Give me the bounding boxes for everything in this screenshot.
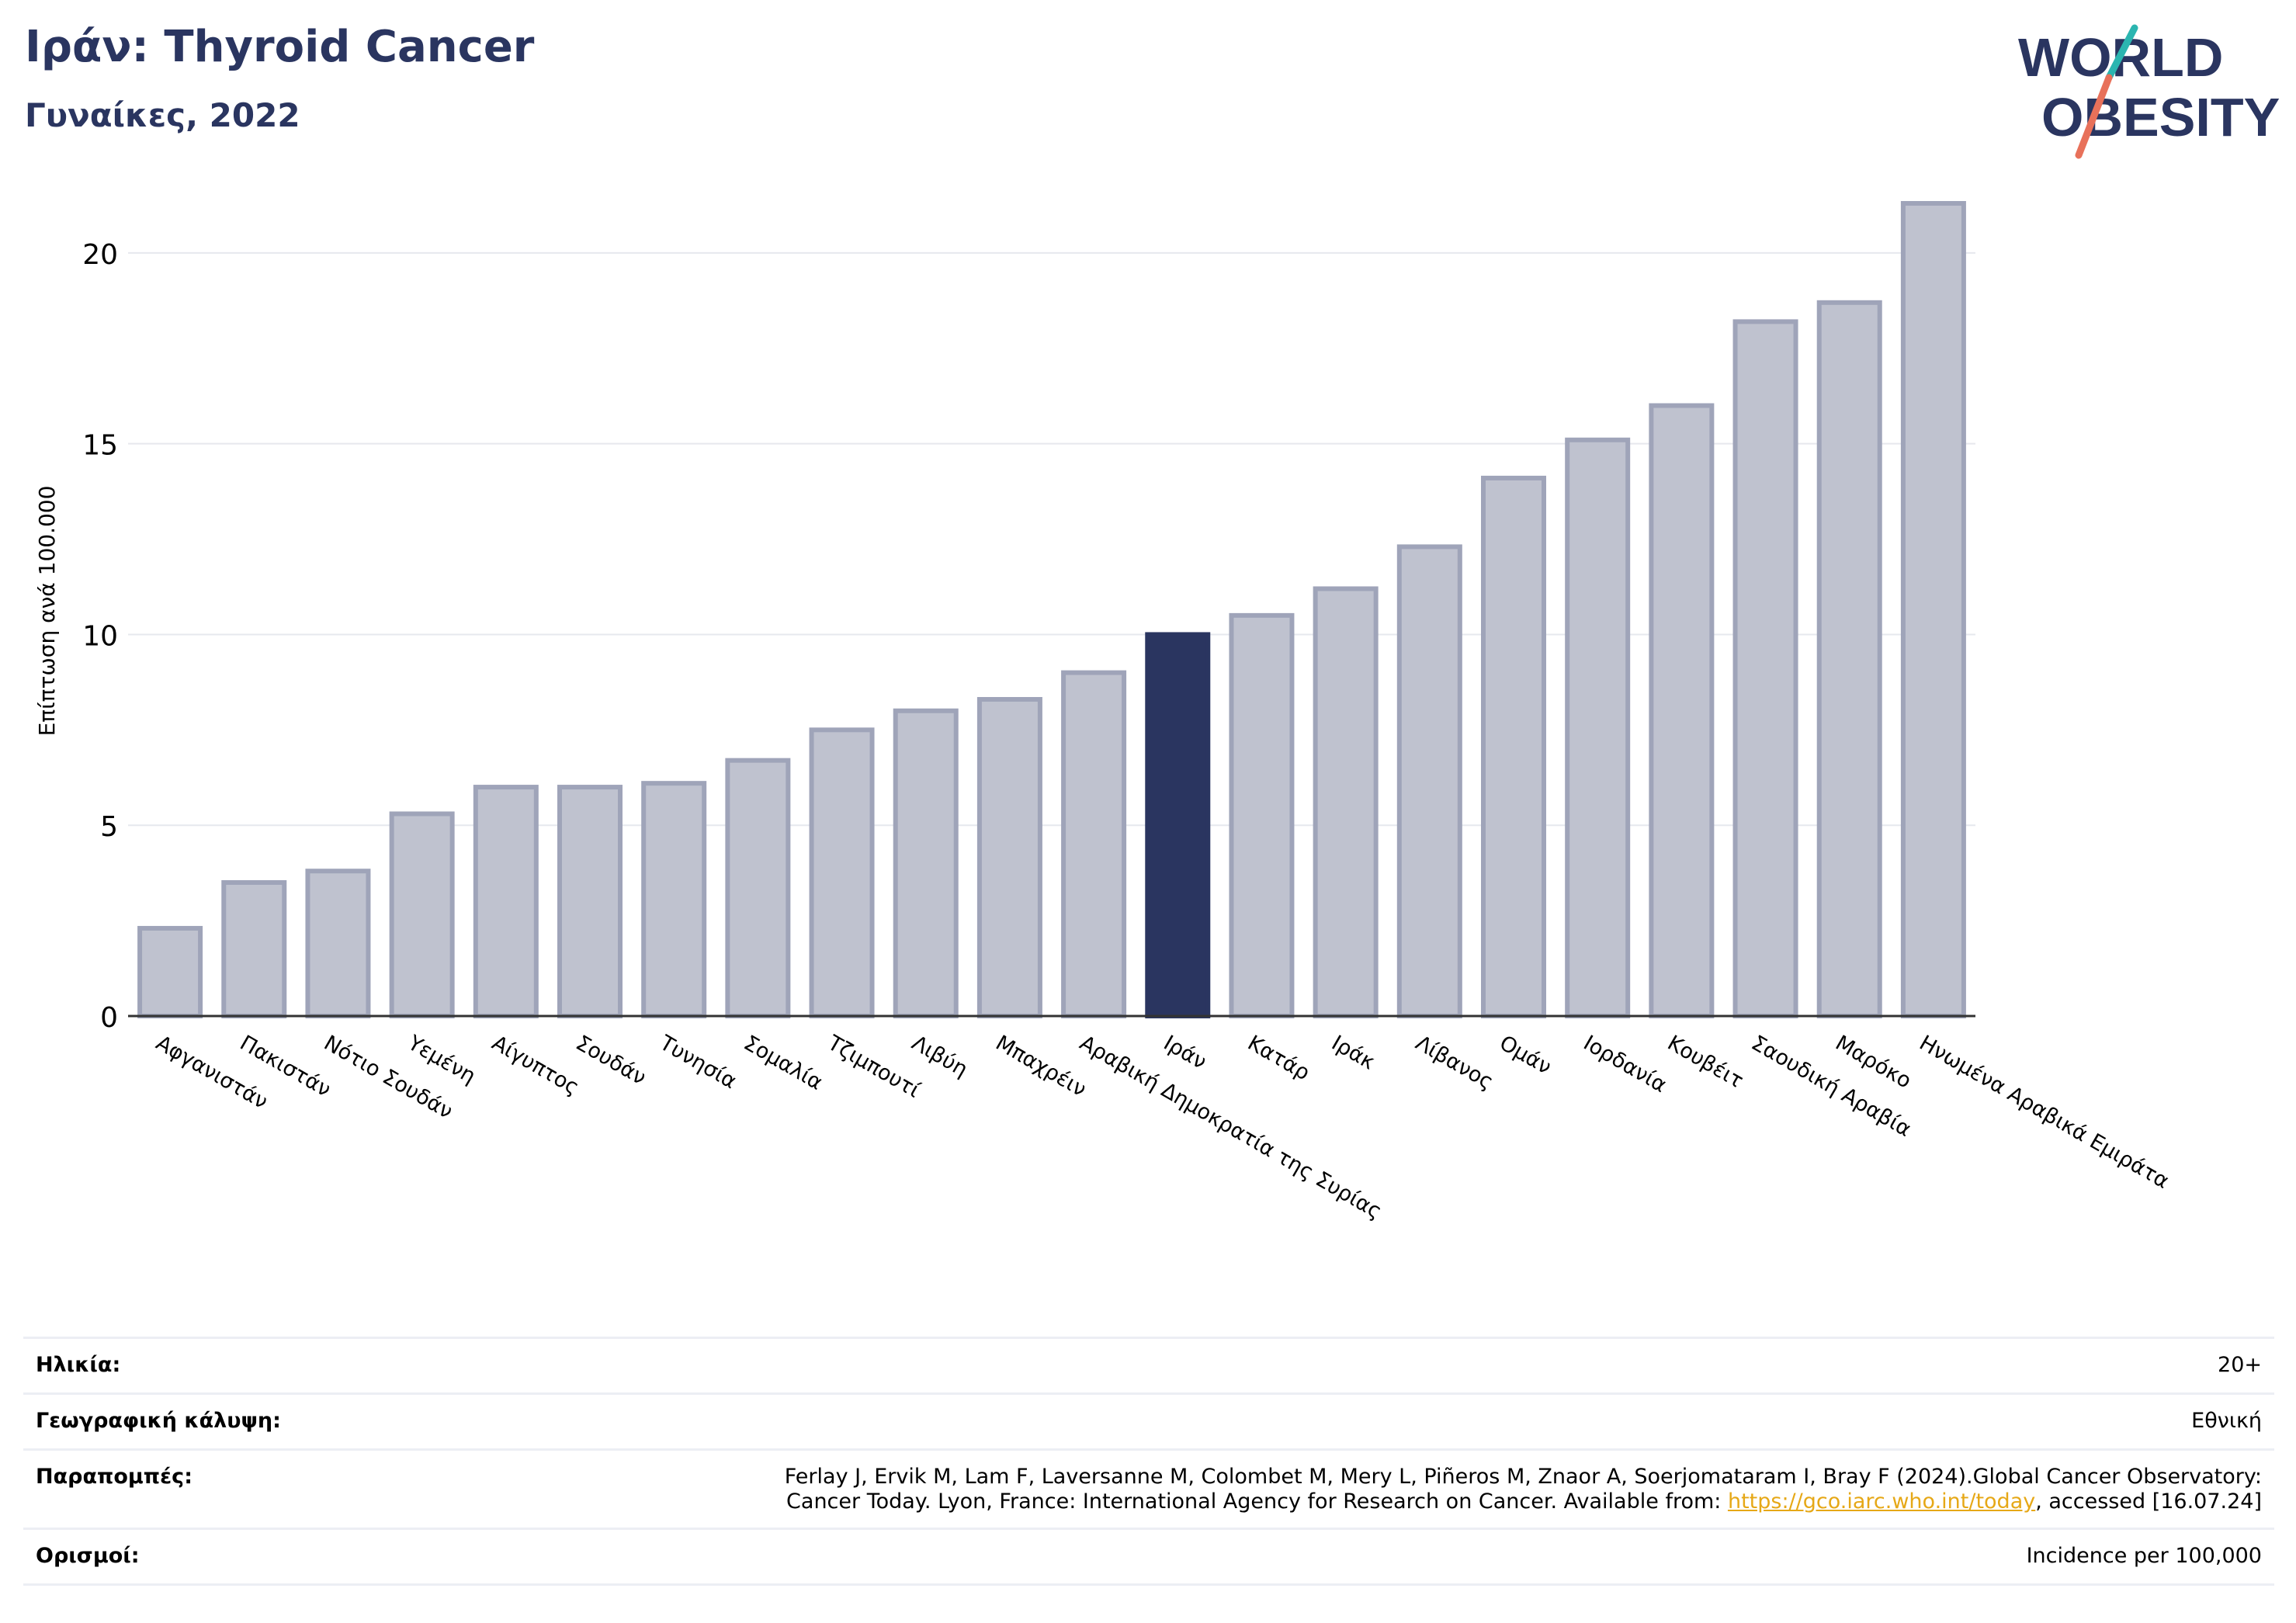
chart-title: Ιράν: Thyroid Cancer — [25, 22, 535, 72]
bar — [1732, 319, 1798, 1018]
x-tick-label: Ομάν — [1496, 1031, 1556, 1080]
coverage-value: Εθνική — [2191, 1409, 2262, 1433]
metadata-table: Ηλικία: 20+ Γεωγραφική κάλυψη: Εθνική Πα… — [23, 1337, 2274, 1586]
bar — [1816, 300, 1882, 1019]
definitions-label: Ορισμοί: — [36, 1544, 140, 1568]
references-label: Παραπομπές: — [36, 1465, 192, 1489]
bar — [1900, 201, 1966, 1018]
logo-slash-bottom — [2075, 74, 2113, 159]
y-axis-label: Επίπτωση ανά 100.000 — [34, 486, 60, 737]
chart-subtitle: Γυναίκες, 2022 — [25, 96, 300, 134]
logo-line2: OBESITY — [2041, 87, 2280, 147]
logo-slash-top — [2105, 24, 2138, 81]
x-tick-label: Ηνωμένα Αραβικά Εμιράτα — [1915, 1031, 2173, 1194]
meta-bottom-border — [23, 1583, 2274, 1586]
x-tick-label: Ιράν — [1160, 1031, 1211, 1074]
coverage-label: Γεωγραφική κάλυψη: — [36, 1409, 281, 1433]
x-tick-label: Ιράκ — [1327, 1031, 1379, 1074]
x-tick-label: Τζιμπουτί — [823, 1031, 924, 1103]
meta-row-references: Παραπομπές: Ferlay J, Ervik M, Lam F, La… — [23, 1448, 2274, 1528]
bar — [557, 785, 623, 1018]
bar — [1061, 670, 1127, 1019]
x-tick-label: Αίγυπτος — [487, 1031, 583, 1100]
bar — [1229, 612, 1295, 1018]
bar — [976, 697, 1042, 1018]
y-tick-label: 15 — [82, 430, 118, 462]
bar-highlighted — [1145, 632, 1211, 1018]
world-obesity-logo: WORLD OBESITY — [2018, 24, 2280, 159]
x-tick-label: Ιορδανία — [1580, 1031, 1671, 1098]
bar — [725, 758, 791, 1019]
references-line2-post: , accessed [16.07.24] — [2035, 1489, 2262, 1514]
y-tick-label: 0 — [100, 1002, 118, 1034]
bar — [137, 925, 203, 1018]
references-link[interactable]: https://gco.iarc.who.int/today — [1727, 1489, 2036, 1514]
age-value: 20+ — [2218, 1353, 2262, 1377]
bar — [893, 708, 959, 1018]
x-tick-label: Αραβική Δημοκρατία της Συρίας — [1076, 1031, 1386, 1224]
x-tick-label: Σομαλία — [740, 1031, 827, 1095]
bar — [1313, 586, 1379, 1018]
bar — [389, 811, 455, 1018]
x-tick-label: Τυνησία — [655, 1031, 740, 1094]
references-value: Ferlay J, Ervik M, Lam F, Laversanne M, … — [785, 1465, 2262, 1514]
meta-row-age: Ηλικία: 20+ — [23, 1337, 2274, 1392]
x-tick-label: Σαουδική Αραβία — [1747, 1031, 1915, 1142]
age-label: Ηλικία: — [36, 1353, 121, 1377]
bar — [221, 879, 287, 1019]
x-tick-label: Λίβανος — [1411, 1031, 1497, 1094]
meta-row-definitions: Ορισμοί: Incidence per 100,000 — [23, 1528, 2274, 1583]
bar — [641, 781, 707, 1018]
definitions-value: Incidence per 100,000 — [2026, 1544, 2262, 1568]
bar — [1396, 544, 1462, 1018]
x-tick-label: Λιβύη — [907, 1031, 972, 1082]
y-tick-label: 5 — [100, 811, 118, 843]
x-tick-label: Κατάρ — [1243, 1031, 1314, 1085]
bar — [1649, 403, 1715, 1018]
references-line1: Ferlay J, Ervik M, Lam F, Laversanne M, … — [784, 1465, 2262, 1489]
x-tick-label: Μπαχρέιν — [991, 1031, 1090, 1101]
references-line2-pre: Cancer Today. Lyon, France: Internationa… — [786, 1489, 1728, 1514]
bar — [1481, 475, 1546, 1018]
y-tick-label: 20 — [82, 239, 118, 271]
x-tick-label: Σουδάν — [572, 1031, 650, 1090]
bar — [1565, 437, 1631, 1018]
bar — [809, 727, 875, 1018]
x-tick-label: Κουβέιτ — [1663, 1031, 1747, 1093]
bar — [473, 785, 539, 1018]
bar — [305, 869, 371, 1019]
meta-row-coverage: Γεωγραφική κάλυψη: Εθνική — [23, 1392, 2274, 1448]
y-tick-label: 10 — [82, 620, 118, 652]
